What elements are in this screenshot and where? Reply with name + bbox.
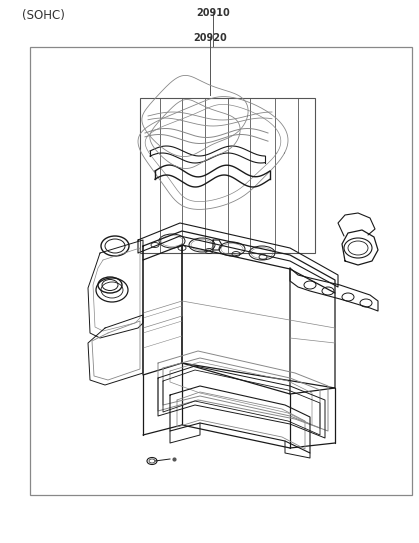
Bar	[140, 98, 315, 253]
Bar	[30, 47, 412, 495]
Text: 20910: 20910	[196, 8, 230, 18]
Text: 20920: 20920	[193, 33, 227, 43]
Text: (SOHC): (SOHC)	[22, 9, 65, 22]
